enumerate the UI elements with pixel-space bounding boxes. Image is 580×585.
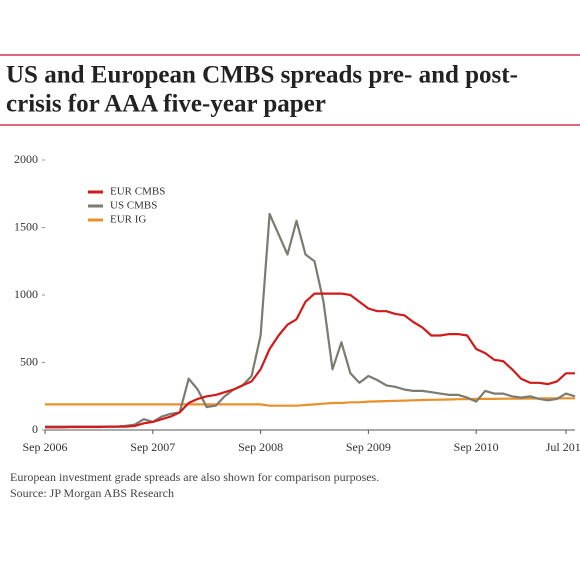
chart-title: US and European CMBS spreads pre- and po… (6, 62, 518, 89)
x-tick-label: Sep 2006 (23, 440, 68, 454)
legend-label: US CMBS (110, 200, 157, 212)
footnote: Source: JP Morgan ABS Research (10, 486, 174, 500)
y-tick-label: 0 (32, 422, 38, 436)
y-tick-label: 1500 (14, 219, 38, 233)
footnote: European investment grade spreads are al… (10, 470, 379, 484)
y-tick-label: 500 (20, 354, 38, 368)
y-tick-label: 1000 (14, 287, 38, 301)
chart-title: crisis for AAA five-year paper (6, 91, 326, 118)
x-tick-label: Sep 2009 (346, 440, 391, 454)
x-tick-label: Sep 2007 (130, 440, 175, 454)
x-tick-label: Sep 2008 (238, 440, 283, 454)
x-tick-label: Jul 2011 (546, 440, 580, 454)
series-line (45, 212, 576, 428)
x-tick-label: Sep 2010 (454, 440, 499, 454)
legend-label: EUR IG (110, 214, 146, 226)
series-line (45, 292, 575, 429)
series-line (45, 397, 575, 407)
legend-label: EUR CMBS (110, 186, 165, 198)
y-tick-label: 2000 (14, 152, 38, 166)
